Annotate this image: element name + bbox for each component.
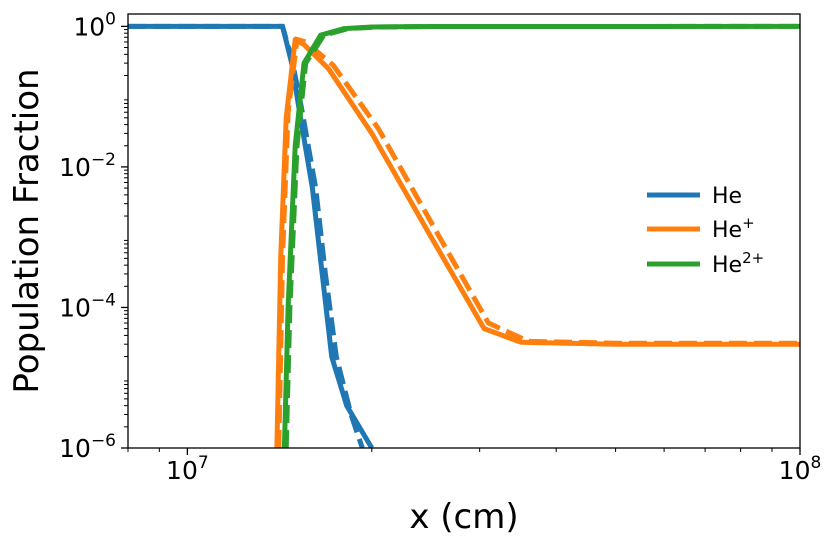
- tick-labels: 107 108 100 10−2 10−4 10−6: [59, 9, 821, 485]
- series-1-dashed-line: [276, 36, 800, 448]
- y-axis-label: Population Fraction: [7, 68, 47, 393]
- series-0-dashed-line: [128, 23, 365, 448]
- y-tick-label: 10−4: [59, 290, 116, 322]
- series-layer: [128, 23, 800, 448]
- x-tick-label: 108: [779, 453, 822, 485]
- minor-ticks: [124, 29, 773, 452]
- x-tick-label: 107: [166, 453, 209, 485]
- x-axis-label: x (cm): [409, 497, 518, 537]
- legend-label-0: He: [712, 184, 742, 209]
- series-0-solid-line: [128, 23, 374, 448]
- plot-frame: [127, 13, 801, 449]
- series-2-dashed-line: [283, 23, 800, 448]
- series-1-solid-line: [274, 37, 800, 448]
- major-ticks: [121, 25, 801, 455]
- y-tick-label: 10−6: [59, 431, 116, 463]
- y-tick-label: 100: [73, 9, 116, 41]
- legend: He He+ He2+: [647, 184, 764, 278]
- y-tick-label: 10−2: [59, 150, 116, 182]
- legend-label-1: He+: [712, 214, 755, 243]
- legend-label-2: He2+: [712, 249, 764, 278]
